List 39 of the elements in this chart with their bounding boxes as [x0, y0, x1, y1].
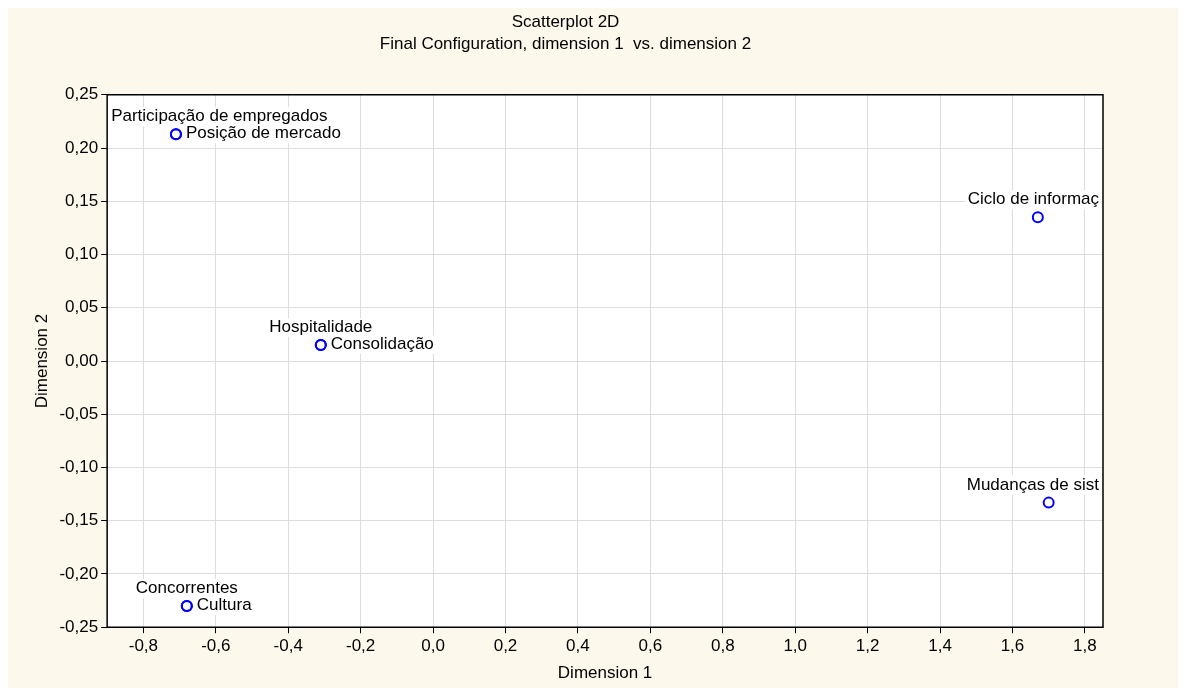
y-tick-label: 0,20 [65, 137, 99, 157]
y-tick-label: 0,00 [65, 350, 99, 370]
chart-title: Scatterplot 2D [511, 11, 620, 31]
annotation: Consolidação [330, 334, 434, 354]
annotation: Ciclo de informaç [967, 189, 1100, 209]
x-tick-label: 0,4 [566, 636, 590, 656]
y-tick-label: 0,25 [65, 84, 99, 104]
x-tick-label: 1,8 [1073, 636, 1097, 656]
x-tick-label: 0,0 [421, 636, 445, 656]
point [1042, 496, 1055, 509]
x-tick-label: 1,6 [1000, 636, 1025, 656]
annotation: Participação de empregados [111, 106, 328, 126]
x-tick-label: 0,6 [638, 636, 663, 656]
annotation: Cultura [196, 595, 253, 615]
annotation: Hospitalidade [269, 317, 373, 337]
annotation: Concorrentes [135, 578, 238, 598]
y-tick-label: 0,10 [65, 244, 99, 264]
annotation: Posição de mercado [185, 123, 341, 143]
y-tick-label: -0,10 [59, 457, 99, 477]
y-axis-title: Dimension 2 [31, 313, 51, 409]
y-tick-label: -0,15 [59, 510, 99, 530]
x-tick-label: -0,6 [201, 636, 231, 656]
x-tick-label: 0,2 [493, 636, 518, 656]
chart-subtitle: Final Configuration, dimension 1 vs. dimension 2 [379, 34, 752, 54]
x-tick-label: 1,2 [855, 636, 880, 656]
y-tick-label: 0,15 [65, 190, 99, 210]
x-tick-label: 1,4 [928, 636, 952, 656]
x-axis-title: Dimension 1 [557, 663, 653, 683]
annotation: Mudanças de sist [966, 474, 1100, 494]
y-tick-label: 0,05 [65, 297, 99, 317]
y-tick-label: -0,25 [59, 616, 99, 636]
point [1031, 211, 1044, 224]
x-tick-label: 0,8 [710, 636, 735, 656]
x-tick-label: 1,0 [783, 636, 808, 656]
x-tick-label: -0,4 [273, 636, 303, 656]
y-tick-label: -0,05 [59, 403, 99, 423]
y-tick-label: -0,20 [59, 563, 99, 583]
x-tick-label: -0,2 [345, 636, 376, 656]
x-tick-label: -0,8 [128, 636, 159, 656]
